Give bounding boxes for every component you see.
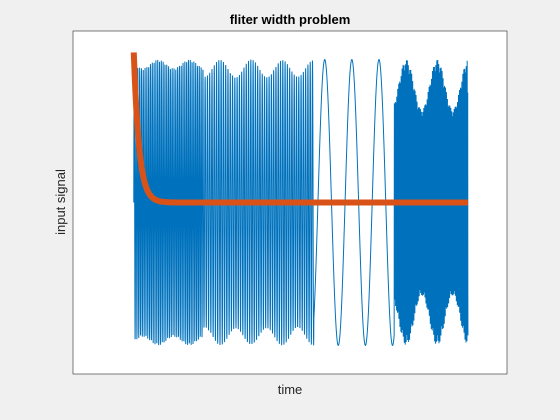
y-axis-label: input signal xyxy=(53,169,68,235)
series-filter-output xyxy=(130,52,471,206)
filter-output-line xyxy=(130,52,471,206)
x-axis-label: time xyxy=(278,382,303,397)
input-signal-line xyxy=(133,59,469,346)
axes-box xyxy=(72,30,508,375)
series-input-signal xyxy=(133,59,469,346)
chart-title: fliter width problem xyxy=(230,12,351,27)
